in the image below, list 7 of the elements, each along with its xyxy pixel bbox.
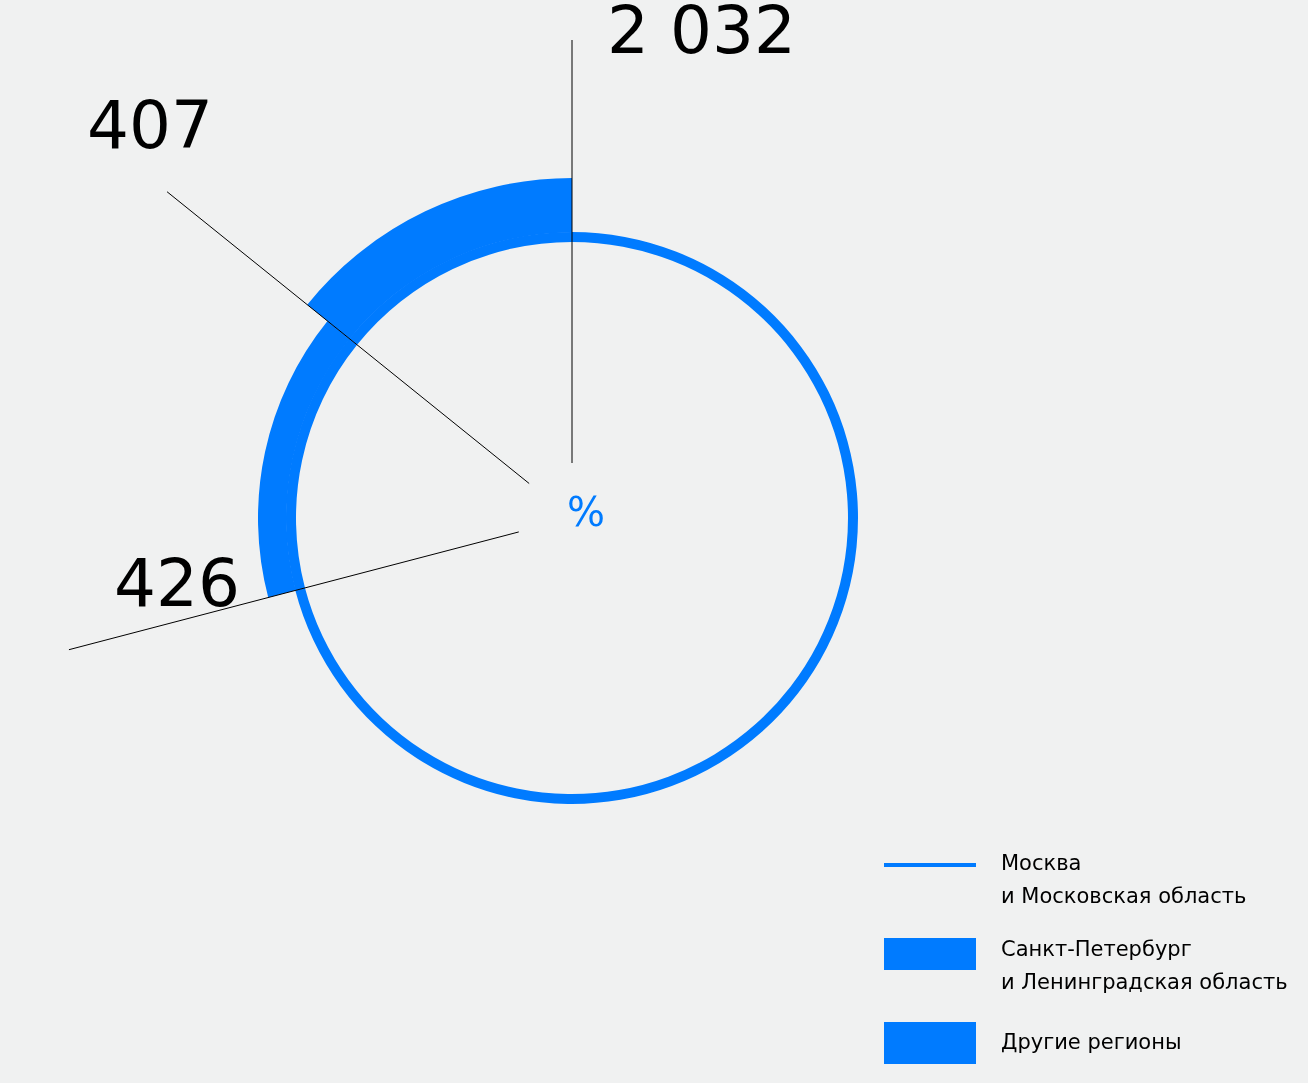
legend-label: Другие регионы xyxy=(1001,1030,1182,1054)
data-label: 407 xyxy=(87,86,214,164)
legend-label: Москва и Московская область xyxy=(1001,851,1247,908)
data-label: 2 032 xyxy=(607,0,796,69)
text: % xyxy=(566,489,606,535)
legend-label: Санкт-Петербург и Ленинградская область xyxy=(1001,937,1288,994)
data-label: 426 xyxy=(113,544,240,622)
